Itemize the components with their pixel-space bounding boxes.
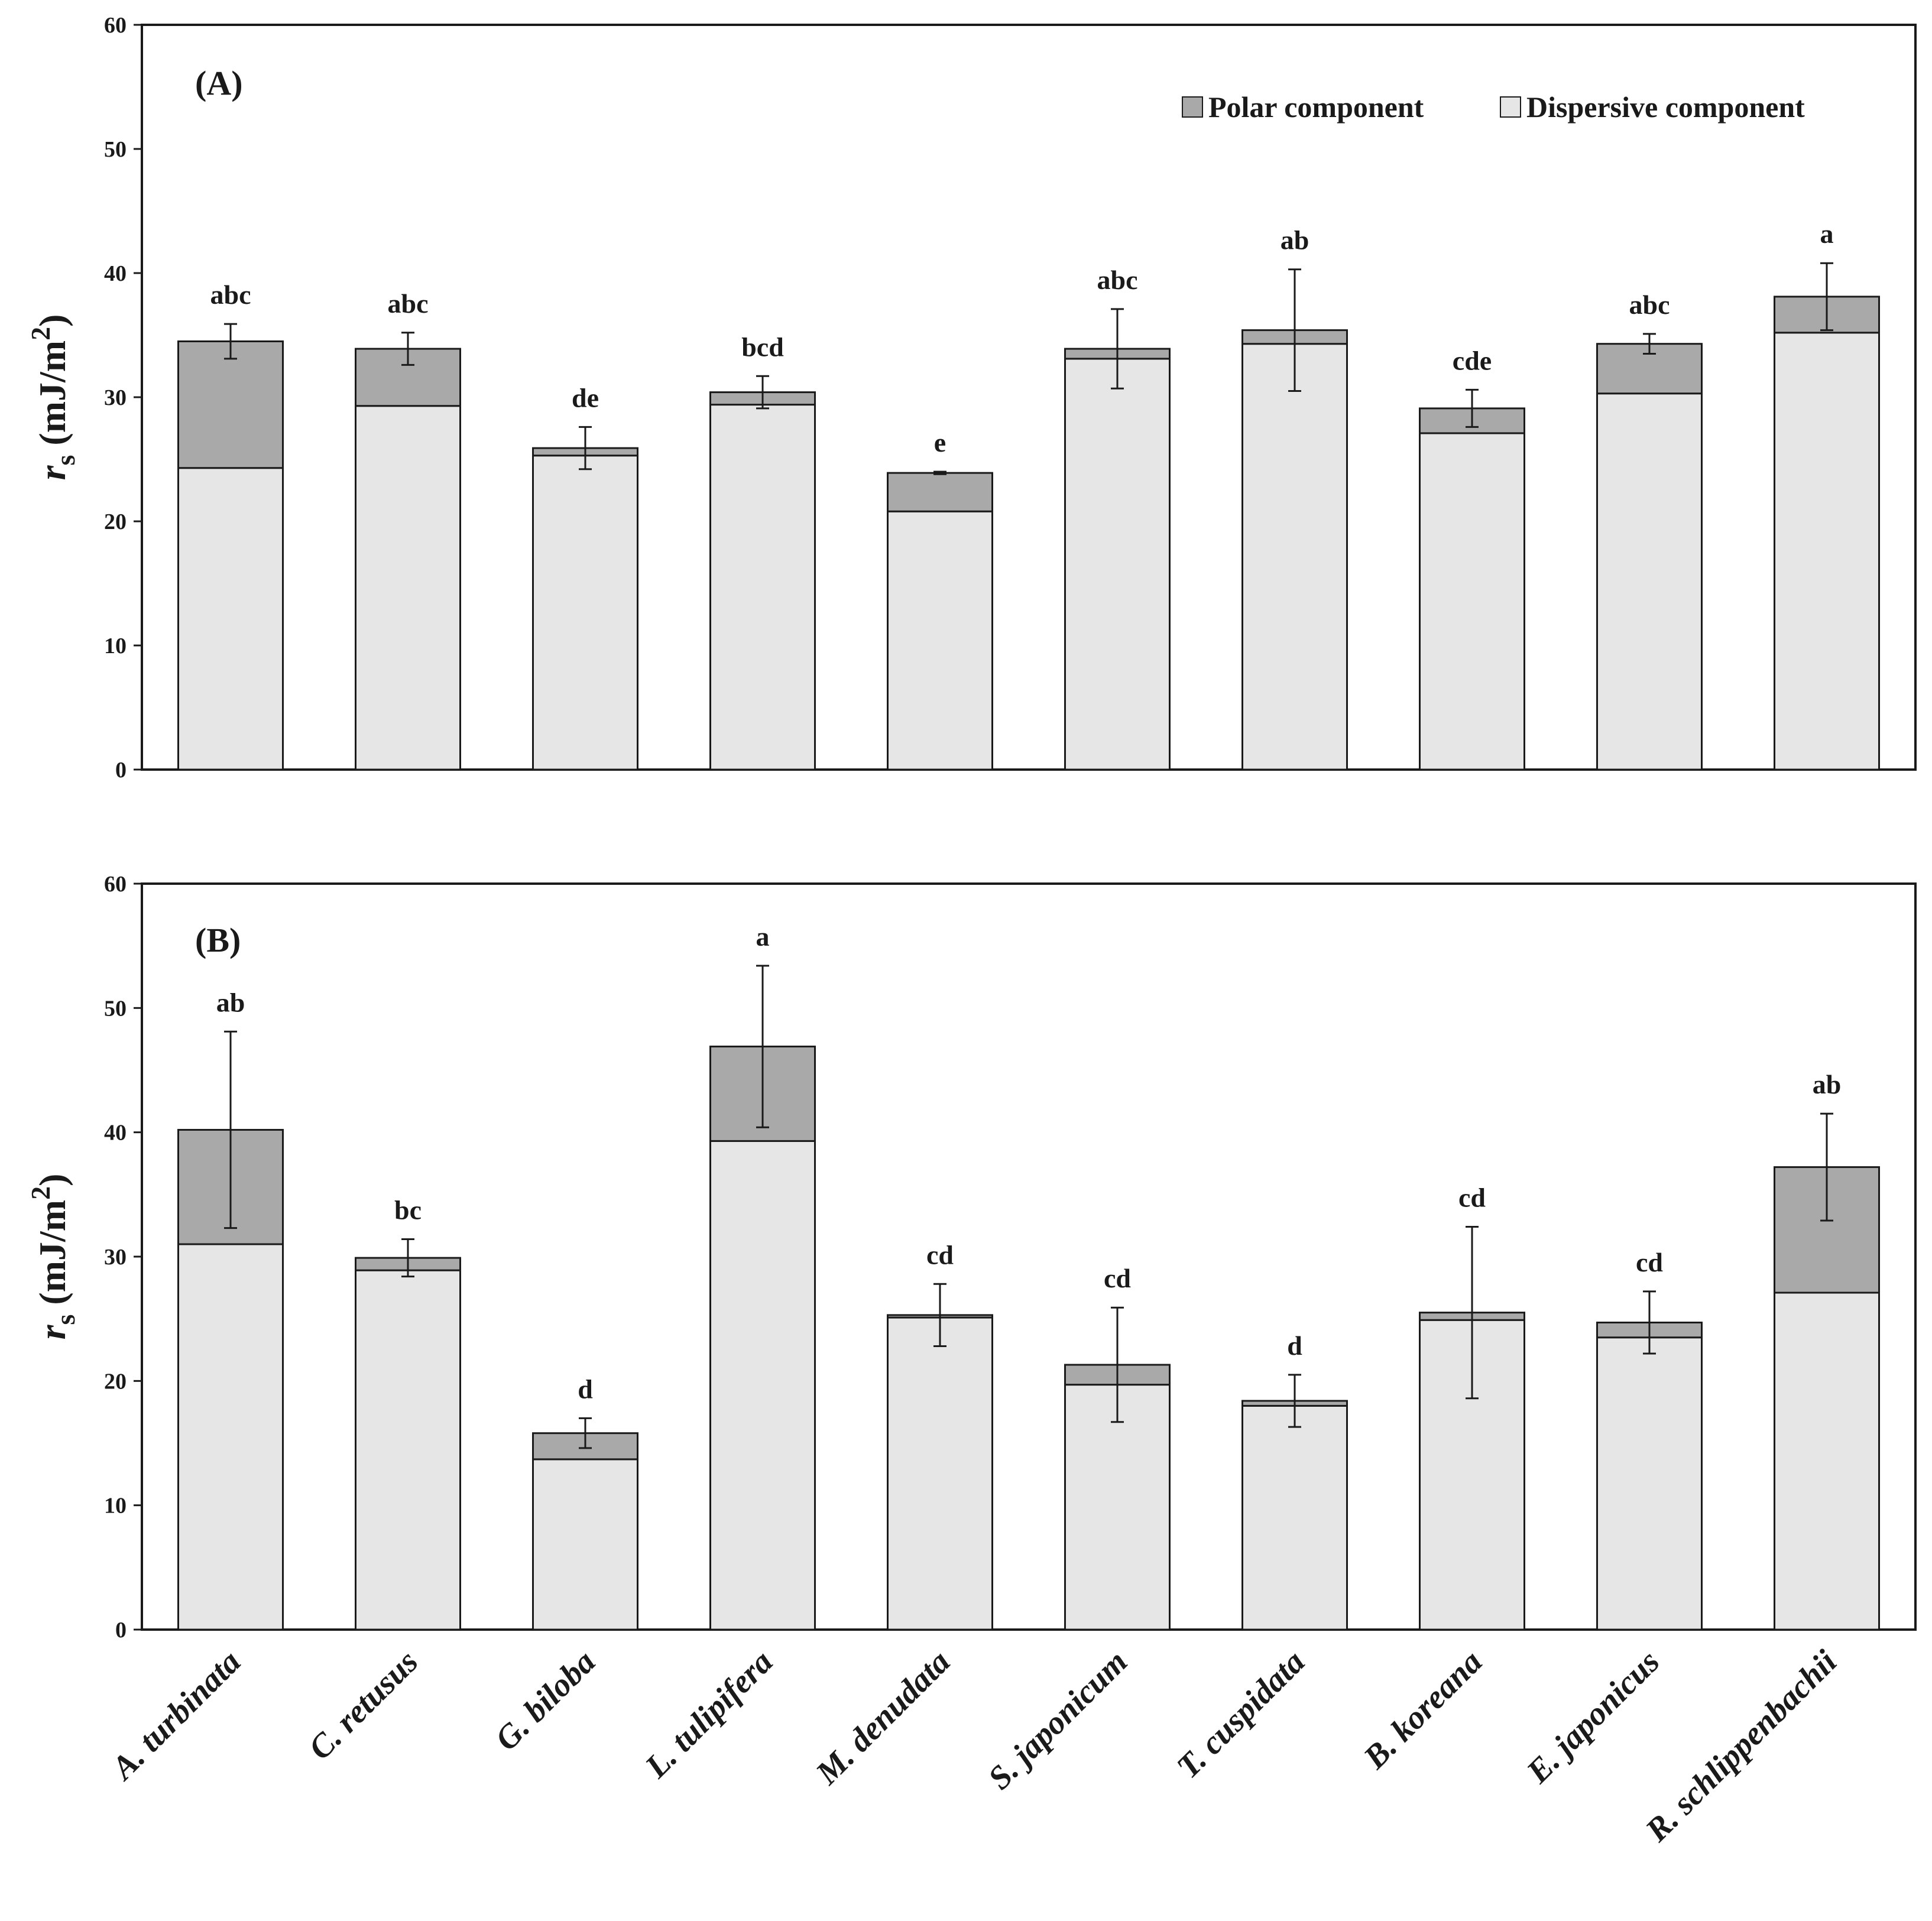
legend: Polar component Dispersive component <box>1182 90 1805 124</box>
significance-letter: a <box>1820 219 1834 249</box>
y-axis-label-symbol: r <box>31 1324 73 1339</box>
significance-letter: ab <box>1281 225 1309 255</box>
panel-label: (B) <box>195 921 241 959</box>
legend-label-polar: Polar component <box>1208 90 1424 124</box>
bar-dispersive <box>1596 1336 1703 1631</box>
y-axis-label-units: (mJ/m <box>31 340 73 455</box>
y-axis-label-close: ) <box>31 314 73 327</box>
y-axis-label-superscript: 2 <box>25 1186 56 1200</box>
y-tick-label: 20 <box>104 510 127 534</box>
significance-letter: e <box>934 427 946 457</box>
y-axis-label-units: (mJ/m <box>31 1200 73 1315</box>
x-category-label: R. schlippenbachii <box>1638 1643 1844 1849</box>
bar-dispersive <box>355 405 461 771</box>
y-tick-label: 50 <box>104 137 127 162</box>
x-category-label: A. turbinata <box>103 1643 248 1787</box>
panel-label: (A) <box>195 64 243 102</box>
y-tick-label: 10 <box>104 1494 127 1518</box>
y-axis-label-close: ) <box>31 1174 73 1186</box>
y-axis-label: rs (mJ/m2) <box>25 1174 80 1340</box>
significance-letter: d <box>578 1374 593 1404</box>
bar-dispersive <box>1064 1384 1171 1631</box>
legend-swatch-dispersive <box>1500 96 1521 118</box>
legend-swatch-polar <box>1182 96 1203 118</box>
x-category-label: B. koreana <box>1356 1643 1489 1776</box>
y-tick-label: 20 <box>104 1369 127 1394</box>
y-axis-label: rs (mJ/m2) <box>25 314 80 481</box>
bar-dispersive <box>532 1458 638 1631</box>
significance-letter: abc <box>388 288 429 319</box>
significance-letter: abc <box>1097 265 1138 295</box>
bars <box>177 296 1880 771</box>
y-tick-label: 60 <box>104 13 127 38</box>
bar-dispersive <box>1241 343 1348 771</box>
bar-dispersive <box>887 1316 993 1631</box>
bar-polar <box>887 472 993 512</box>
significance-letter: de <box>572 382 599 413</box>
bar-dispersive <box>1241 1404 1348 1631</box>
legend-label-dispersive: Dispersive component <box>1526 90 1805 124</box>
bar-dispersive <box>532 455 638 771</box>
y-tick-label: 40 <box>104 1121 127 1146</box>
y-tick-label: 30 <box>104 385 127 410</box>
significance-letter: ab <box>216 987 245 1017</box>
x-category-label: L. tulipifera <box>638 1643 780 1785</box>
bar-dispersive <box>1774 1292 1880 1631</box>
significance-letters: ab bc d a cd cd d cd cd ab <box>216 921 1842 1404</box>
panel-b: 0 10 20 30 40 50 60 ab bc d a cd cd d cd cd ab (B) rs (… <box>25 872 1917 1643</box>
bar-polar <box>177 340 284 469</box>
significance-letter: ab <box>1813 1069 1842 1099</box>
x-category-label: C. retusus <box>302 1643 425 1767</box>
significance-letter: abc <box>1629 290 1670 320</box>
bar-dispersive <box>1419 432 1525 771</box>
y-tick-label: 0 <box>115 758 127 783</box>
y-tick-label: 40 <box>104 261 127 286</box>
error-bars <box>224 965 1833 1449</box>
bar-dispersive <box>177 467 284 771</box>
significance-letter: cd <box>1104 1263 1131 1293</box>
significance-letter: d <box>1287 1331 1302 1361</box>
y-tick-label: 30 <box>104 1245 127 1270</box>
y-axis-label-symbol: r <box>31 465 73 480</box>
x-category-label: E. japonicus <box>1519 1643 1667 1790</box>
significance-letter: cd <box>926 1239 954 1270</box>
y-axis-label-superscript: 2 <box>25 327 56 340</box>
x-category-label: T. cuspidata <box>1170 1643 1312 1785</box>
significance-letter: cde <box>1453 345 1492 375</box>
bar-dispersive <box>355 1269 461 1631</box>
x-category-label: S. japonicum <box>981 1643 1134 1796</box>
x-category-label: M. denudata <box>809 1643 957 1792</box>
y-axis-label-subscript: s <box>50 455 80 466</box>
y-axis-ticks: 0 10 20 30 40 50 60 <box>104 872 142 1643</box>
significance-letter: cd <box>1636 1247 1663 1277</box>
bar-dispersive <box>177 1243 284 1631</box>
y-axis-ticks: 0 10 20 30 40 50 60 <box>104 13 142 783</box>
significance-letter: cd <box>1458 1183 1486 1213</box>
bar-dispersive <box>1774 332 1880 771</box>
bar-dispersive <box>709 1140 816 1631</box>
significance-letter: bc <box>394 1195 422 1225</box>
y-tick-label: 0 <box>115 1618 127 1643</box>
x-axis-category-labels: A. turbinata C. retusus G. biloba L. tulipi… <box>103 1643 1844 1849</box>
y-tick-label: 60 <box>104 872 127 897</box>
y-tick-label: 50 <box>104 996 127 1021</box>
significance-letter: abc <box>210 280 251 310</box>
y-axis-label-subscript: s <box>50 1315 80 1325</box>
bar-dispersive <box>1064 358 1171 771</box>
y-tick-label: 10 <box>104 634 127 658</box>
x-category-label: G. biloba <box>488 1643 602 1757</box>
significance-letter: bcd <box>741 332 784 362</box>
bar-dispersive <box>709 404 816 771</box>
bar-dispersive <box>887 510 993 771</box>
error-bars <box>224 262 1833 475</box>
significance-letter: a <box>756 921 770 952</box>
bar-dispersive <box>1596 392 1703 771</box>
bars <box>177 1046 1880 1631</box>
